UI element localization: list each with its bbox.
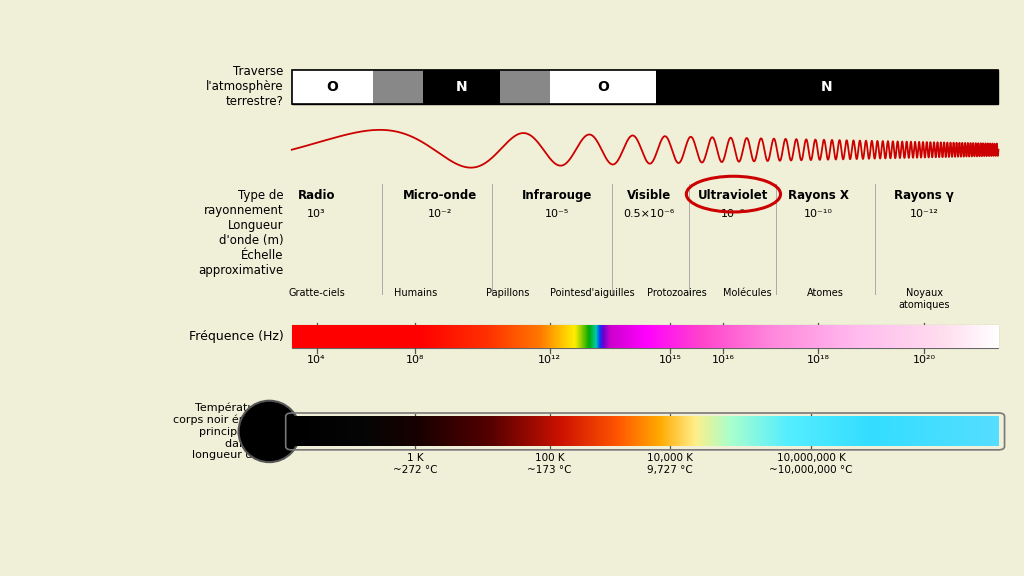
Bar [550, 70, 655, 104]
Text: Pointesd'aiguilles: Pointesd'aiguilles [550, 288, 635, 298]
Text: Radio: Radio [298, 190, 335, 202]
Text: Rayons X: Rayons X [787, 190, 849, 202]
Bar [292, 70, 998, 104]
Text: 1 K
~272 °C: 1 K ~272 °C [393, 453, 437, 475]
Bar [292, 70, 373, 104]
Text: 10¹⁵: 10¹⁵ [658, 355, 681, 365]
Text: N: N [821, 80, 833, 94]
Bar [292, 325, 998, 348]
Text: Fréquence (Hz): Fréquence (Hz) [188, 331, 284, 343]
Text: 0.5×10⁻⁶: 0.5×10⁻⁶ [623, 209, 674, 219]
Ellipse shape [239, 401, 300, 462]
Bar [423, 70, 501, 104]
Text: 10⁻⁸: 10⁻⁸ [721, 209, 745, 219]
Text: 10,000,000 K
~10,000,000 °C: 10,000,000 K ~10,000,000 °C [769, 453, 853, 475]
Text: Noyaux
atomiques: Noyaux atomiques [898, 288, 950, 310]
Text: Infrarouge: Infrarouge [521, 190, 592, 202]
Text: 10,000 K
9,727 °C: 10,000 K 9,727 °C [647, 453, 693, 475]
Text: 10⁻⁵: 10⁻⁵ [545, 209, 569, 219]
Text: Atomes: Atomes [807, 288, 844, 298]
Text: N: N [456, 80, 467, 94]
Text: Température du
corps noir émettant
principalement
dans cette
longueur d'onde: Température du corps noir émettant princ… [173, 403, 284, 460]
Text: Gratte-ciels: Gratte-ciels [288, 288, 345, 298]
Text: 100 K
~173 °C: 100 K ~173 °C [527, 453, 572, 475]
Text: 10³: 10³ [307, 209, 326, 219]
Text: Type de
rayonnement
Longueur
d'onde (m)
Échelle
approximative: Type de rayonnement Longueur d'onde (m) … [199, 190, 284, 277]
Bar [373, 70, 423, 104]
Text: 10⁻¹⁰: 10⁻¹⁰ [804, 209, 833, 219]
Text: 10⁸: 10⁸ [407, 355, 425, 365]
Text: Protozoaires: Protozoaires [647, 288, 707, 298]
Text: Humains: Humains [394, 288, 437, 298]
Bar [292, 70, 998, 104]
Bar [655, 70, 998, 104]
Text: O: O [597, 80, 608, 94]
Text: Papillons: Papillons [485, 288, 529, 298]
Text: 10⁻¹²: 10⁻¹² [909, 209, 939, 219]
Text: 10⁻²: 10⁻² [428, 209, 453, 219]
Text: Visible: Visible [627, 190, 671, 202]
Text: 10¹⁶: 10¹⁶ [712, 355, 734, 365]
Text: 10¹⁸: 10¹⁸ [807, 355, 829, 365]
Text: 10²⁰: 10²⁰ [912, 355, 936, 365]
Text: Molécules: Molécules [723, 288, 772, 298]
Text: Ultraviolet: Ultraviolet [698, 190, 769, 202]
Text: 10⁴: 10⁴ [307, 355, 326, 365]
Text: O: O [327, 80, 338, 94]
Text: Rayons γ: Rayons γ [894, 190, 954, 202]
Text: Micro-onde: Micro-onde [403, 190, 477, 202]
Text: 10¹²: 10¹² [539, 355, 561, 365]
Text: Traverse
l'atmosphère
terrestre?: Traverse l'atmosphère terrestre? [206, 66, 284, 108]
Bar [501, 70, 550, 104]
